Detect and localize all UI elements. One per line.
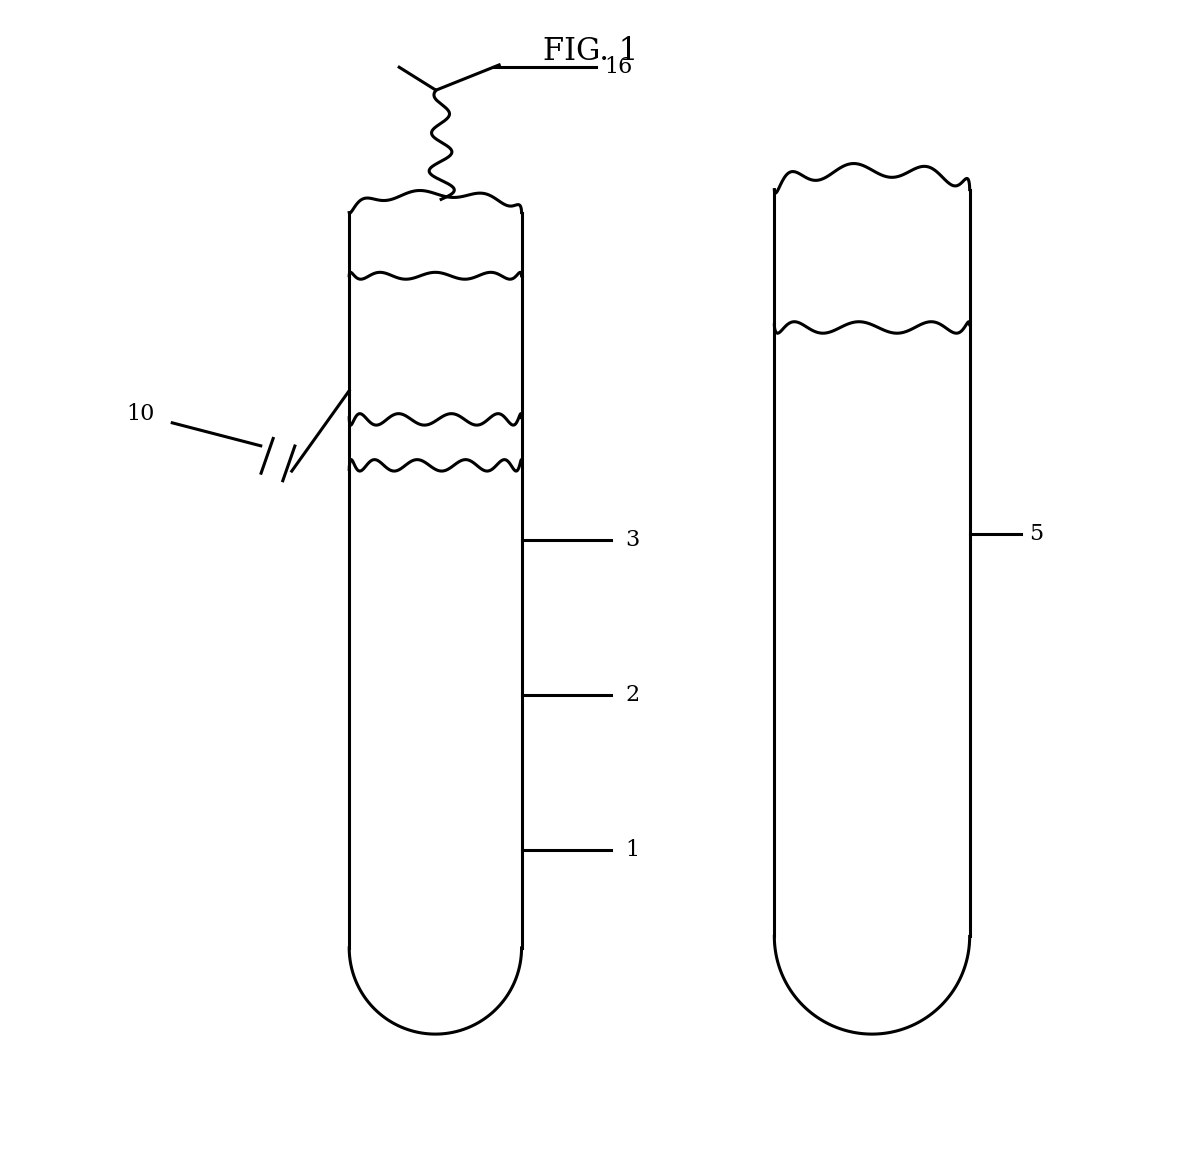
Text: 2: 2 (625, 684, 639, 707)
Text: 16: 16 (605, 56, 633, 78)
Text: 5: 5 (1030, 523, 1044, 546)
Text: 1: 1 (625, 839, 639, 862)
Text: 3: 3 (625, 529, 639, 552)
Text: FIG. 1: FIG. 1 (543, 37, 638, 67)
Text: 10: 10 (126, 402, 155, 425)
